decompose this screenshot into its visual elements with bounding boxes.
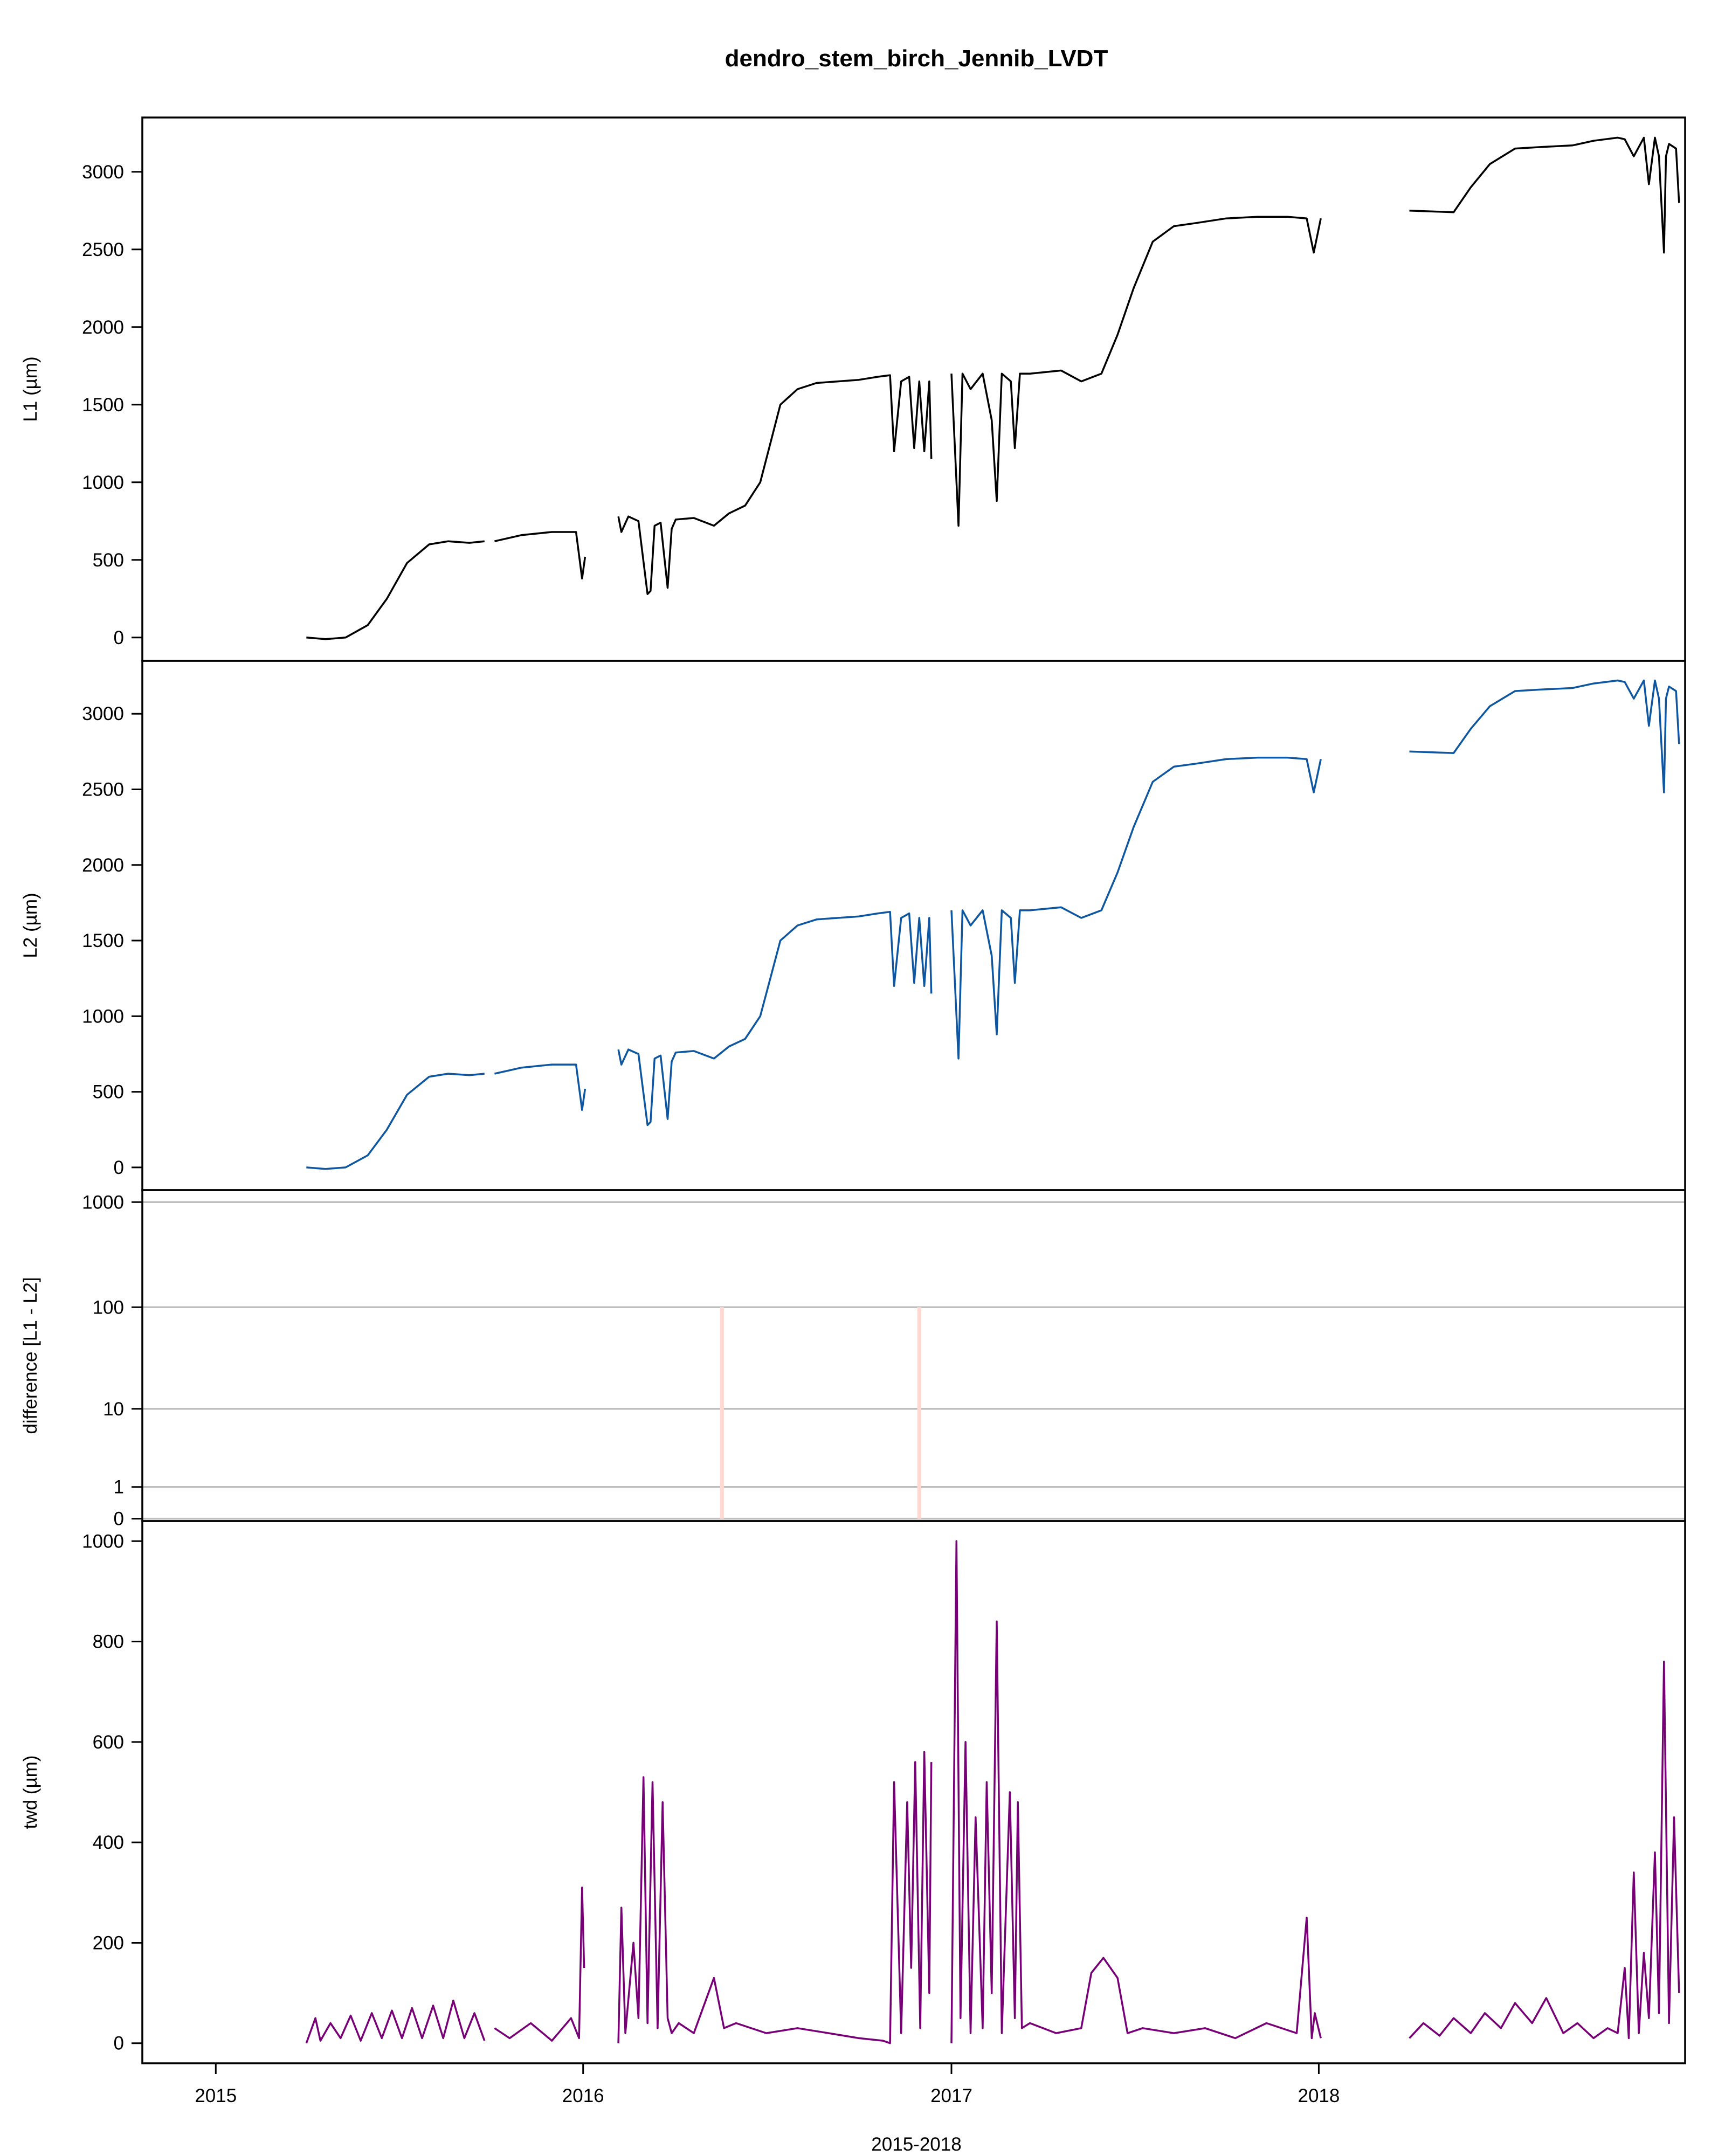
panel-difference: 0 1 10 100 1000 difference [L1 - L2] [20,1189,1686,1530]
L1-series-segment [494,531,586,580]
x-axis: 2015 2016 2017 2018 [195,2062,1340,2106]
x-axis-label: 2015-2018 [871,2134,961,2155]
twd-series-segment [1409,1661,1680,2040]
y-tick-label: 10 [103,1399,124,1420]
y-tick-label: 1000 [82,472,124,493]
y-tick-label: 0 [114,1157,124,1178]
L2-series-segment [950,756,1322,1060]
panel-L2: 0 500 1000 1500 2000 2500 3000 L2 (µm) [20,660,1686,1191]
panel-frame [141,660,1686,1191]
y-tick-label: 3000 [82,703,124,724]
twd-series-segment [305,1999,486,2044]
y-tick-label: 1500 [82,930,124,951]
y-tick-label: 2500 [82,779,124,800]
L1-series-segment [950,216,1322,527]
panel-frame [141,1189,1686,1522]
y-axis-label-difference: difference [L1 - L2] [20,1277,41,1434]
y-tick-label: 500 [93,1082,124,1103]
y-axis-label-L2: L2 (µm) [20,893,41,958]
y-tick-label: 800 [93,1632,124,1653]
chart-title: dendro_stem_birch_Jennib_LVDT [725,45,1108,72]
y-tick-label: 100 [93,1297,124,1318]
y-tick-label: 1000 [82,1531,124,1552]
y-axis-label-L1: L1 (µm) [20,356,41,421]
y-tick-label: 400 [93,1832,124,1853]
y-tick-label: 1000 [82,1192,124,1213]
L2-series-segment [494,1063,586,1111]
L2-series-segment [1409,679,1680,793]
x-tick-label: 2015 [195,2085,237,2106]
panel-frame [141,116,1686,662]
L1-series-segment [1409,136,1680,254]
L2-series-segment [306,1073,485,1170]
panel-twd: 0 200 400 600 800 1000 twd (µm) [20,1520,1686,2064]
y-tick-label: 600 [93,1732,124,1753]
twd-series-segment [494,1887,585,2042]
y-tick-label: 500 [93,550,124,571]
x-tick-label: 2016 [562,2085,604,2106]
y-axis-label-twd: twd (µm) [20,1756,41,1829]
y-tick-label: 1000 [82,1006,124,1027]
x-tick-label: 2018 [1298,2085,1340,2106]
y-tick-label: 0 [114,1509,124,1530]
x-tick-label: 2017 [930,2085,972,2106]
y-tick-label: 1500 [82,395,124,416]
y-tick-label: 1 [114,1477,124,1498]
y-tick-label: 2500 [82,239,124,260]
y-tick-label: 2000 [82,855,124,876]
L1-series-segment [306,540,485,640]
y-tick-label: 0 [114,627,124,648]
twd-series-segment [950,1540,1322,2043]
twd-series-segment [617,1751,933,2044]
y-tick-label: 2000 [82,317,124,338]
y-tick-label: 3000 [82,162,124,183]
L1-series-segment [617,374,933,595]
L2-series-segment [617,910,933,1127]
y-tick-label: 0 [114,2033,124,2054]
y-tick-label: 200 [93,1932,124,1953]
panel-L1: 0 500 1000 1500 2000 2500 3000 L1 (µm) [20,116,1686,662]
